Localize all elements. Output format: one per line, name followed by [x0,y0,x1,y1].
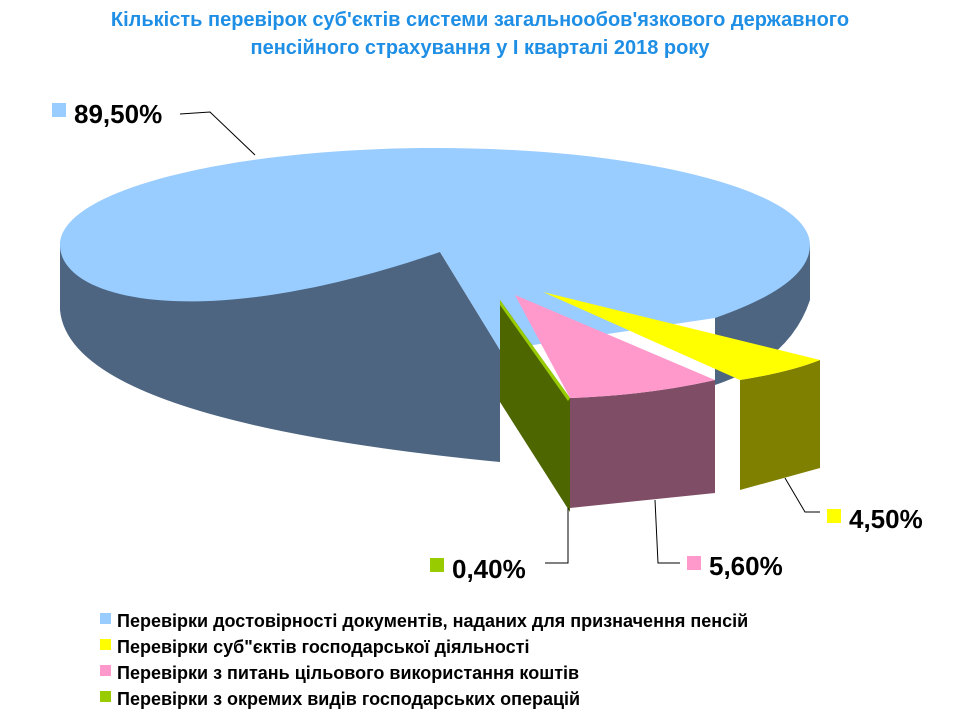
legend-label-2: Перевірки з питань цільового використанн… [117,663,579,683]
data-label-marker-1 [827,509,841,523]
pie-slice-side-0 [60,245,810,462]
chart-title-line-2: пенсійного страхування у І кварталі 2018… [250,37,710,59]
pie-slice-side-2 [570,380,715,508]
legend-marker-1 [100,639,111,650]
leader-line-3 [545,508,569,564]
data-label-1: 4,50% [849,504,923,534]
legend-label-1: Перевірки суб"єктів господарської діяльн… [117,637,529,657]
pie-slice-top-3 [500,300,570,401]
data-label-2: 5,60% [709,551,783,581]
legend-label-0: Перевірки достовірності документів, нада… [117,611,748,631]
legend-marker-0 [100,613,111,624]
chart-title: Кількість перевірок суб'єктів системи за… [0,6,960,62]
data-label-marker-2 [687,556,701,570]
chart-title-line-1: Кількість перевірок суб'єктів системи за… [110,9,850,31]
data-label-0: 89,50% [74,99,162,129]
legend-marker-3 [100,691,111,702]
pie-slice-top-2 [515,295,715,398]
legend-label-3: Перевірки з окремих видів господарських … [117,689,580,709]
leader-line-1 [784,477,820,513]
pie-slice-top-0 [60,148,810,350]
leader-line-2 [654,499,680,564]
pie-slice-side-3 [500,300,570,512]
pie-slice-top-1 [543,292,820,380]
data-label-3: 0,40% [452,554,526,584]
pie-slice-side-1 [740,360,820,490]
data-label-marker-3 [430,558,444,572]
data-label-marker-0 [52,103,66,117]
leader-line-0 [179,111,256,156]
legend-marker-2 [100,665,111,676]
legend: Перевірки достовірності документів, нада… [100,611,748,709]
